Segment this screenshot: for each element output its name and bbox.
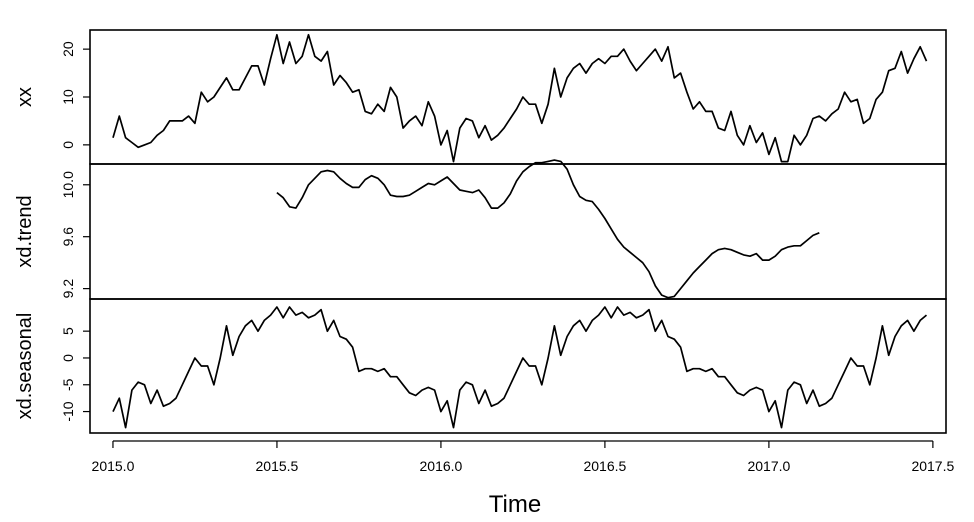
panel-seasonal: -10 -5 0 5 xd.seasonal: [14, 298, 947, 434]
panel-trend-ylabel: xd.trend: [14, 195, 36, 267]
panel-trend-ytick-label: 10.0: [60, 171, 76, 198]
x-axis-title: Time: [489, 491, 541, 518]
panel-xx-yticks: 0 10 20: [60, 41, 90, 149]
panel-xx-frame: [89, 29, 947, 165]
x-tick-label: 2016.0: [420, 458, 463, 474]
panel-xx: 0 10 20 xx: [14, 29, 947, 165]
x-axis: 2015.0 2015.5 2016.0 2016.5 2017.0 2017.5: [92, 440, 955, 474]
panel-seasonal-series-line: [112, 306, 928, 429]
panel-seasonal-ytick-label: -5: [60, 378, 76, 391]
x-tick-label: 2017.0: [747, 458, 790, 474]
panel-trend-series-line: [276, 159, 820, 299]
panel-seasonal-ytick-label: -10: [60, 401, 76, 421]
panel-seasonal-ytick-label: 0: [60, 354, 76, 362]
panel-xx-series-line: [112, 33, 928, 163]
x-tick-label: 2015.0: [92, 458, 135, 474]
x-tick-label: 2015.5: [256, 458, 299, 474]
panel-xx-ytick-label: 10: [60, 89, 76, 105]
panel-xx-ytick-label: 0: [60, 141, 76, 149]
panel-seasonal-ylabel: xd.seasonal: [14, 313, 36, 420]
x-tick-label: 2017.5: [911, 458, 954, 474]
panel-trend-frame: [89, 163, 947, 300]
x-axis-ticks: 2015.0 2015.5 2016.0 2016.5 2017.0 2017.5: [92, 441, 955, 474]
panel-trend: 9.2 9.6 10.0 xd.trend: [14, 159, 947, 300]
x-tick-label: 2016.5: [583, 458, 626, 474]
panel-trend-ytick-label: 9.2: [60, 279, 76, 299]
panel-seasonal-frame: [89, 298, 947, 434]
panel-xx-ylabel: xx: [14, 87, 36, 107]
panel-xx-ytick-label: 20: [60, 41, 76, 57]
panel-trend-ytick-label: 9.6: [60, 227, 76, 247]
panel-seasonal-yticks: -10 -5 0 5: [60, 327, 90, 422]
panel-trend-yticks: 9.2 9.6 10.0: [60, 171, 90, 298]
panel-seasonal-ytick-label: 5: [60, 327, 76, 335]
